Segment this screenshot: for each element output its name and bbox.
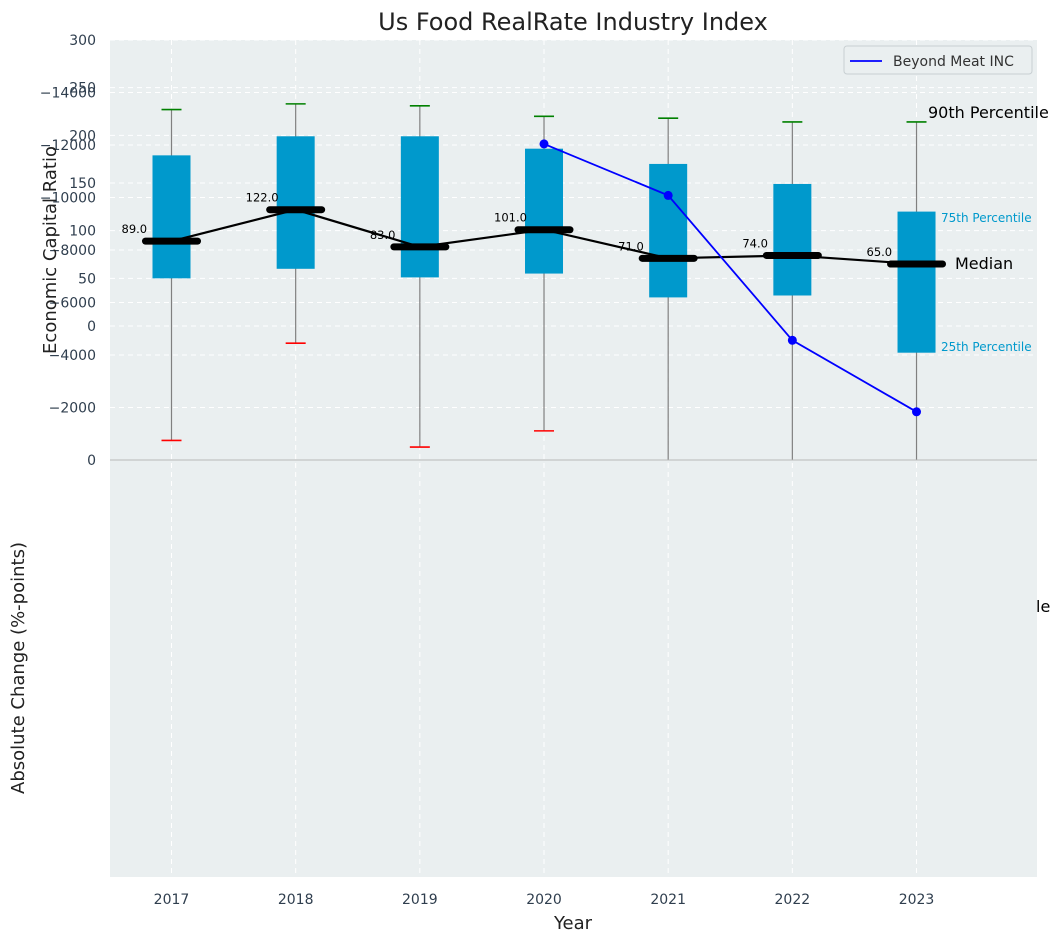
- upper-y-tick-label: 250: [69, 81, 96, 97]
- lower-y-tick-label: −4000: [49, 348, 96, 364]
- upper-y-tick-label: 0: [87, 319, 96, 335]
- legend: Beyond Meat INC: [843, 45, 1033, 75]
- upper-y-tick-label: 150: [69, 176, 96, 192]
- x-tick-label: 2021: [650, 892, 686, 908]
- lower-plot-background: [110, 460, 1037, 877]
- lower-y-tick-label: −10000: [40, 191, 96, 207]
- x-tick-label: 2017: [154, 892, 190, 908]
- axes: 0 50 100 150 200 250 300 0 −2000 −4000 −6000 −8000 −…: [40, 33, 1037, 908]
- box-2017: [152, 155, 191, 279]
- upper-y-tick-label: 50: [78, 271, 96, 287]
- box-2021: [649, 163, 688, 298]
- box-2019: [400, 136, 439, 278]
- box-2022: [773, 183, 812, 296]
- lower-y-tick-label: −12000: [40, 138, 96, 154]
- x-tick-label: 2019: [402, 892, 438, 908]
- median-label: 89.0: [122, 222, 148, 236]
- annotation-clipped: le: [1036, 597, 1050, 616]
- x-tick-label: 2022: [775, 892, 811, 908]
- x-tick-label: 2020: [526, 892, 562, 908]
- box-2020: [525, 148, 564, 274]
- upper-plot: 89.0 122.0 83.0 101.0 71.0 74.0 65.0: [122, 103, 947, 460]
- upper-y-tick-label: 200: [69, 128, 96, 144]
- median-label: 122.0: [246, 191, 279, 205]
- x-axis-label: Year: [553, 913, 593, 934]
- median-label: 71.0: [618, 239, 644, 253]
- box-2018: [276, 136, 315, 269]
- series-point-beyond-meat: [539, 139, 549, 149]
- legend-box: [843, 45, 1033, 75]
- upper-y-tick-label: 100: [69, 224, 96, 240]
- median-label: 65.0: [867, 245, 893, 259]
- series-line-beyond-meat: [543, 143, 917, 413]
- lower-y-axis-label: Absolute Change (%-points): [8, 542, 29, 794]
- chart-title: Us Food RealRate Industry Index: [378, 8, 768, 36]
- series-point-beyond-meat: [787, 335, 797, 345]
- median-label: 101.0: [494, 211, 527, 225]
- lower-y-tick-label: −14000: [40, 86, 96, 102]
- lower-y-tick-label: −6000: [49, 296, 96, 312]
- lower-y-tick-label: −8000: [49, 243, 96, 259]
- series-point-beyond-meat: [663, 190, 673, 200]
- x-tick-label: 2018: [278, 892, 314, 908]
- lower-y-tick-label: −2000: [49, 401, 96, 417]
- upper-y-axis-label: Economic Capital Ratio: [40, 146, 61, 354]
- annotation-90th-percentile: 90th Percentile: [928, 103, 1049, 122]
- lower-y-tick-label: 0: [87, 453, 96, 469]
- annotation-median: Median: [955, 254, 1013, 273]
- series-point-beyond-meat: [912, 407, 922, 417]
- median-label: 74.0: [742, 236, 768, 250]
- median-label: 83.0: [370, 228, 396, 242]
- upper-y-tick-label: 300: [69, 33, 96, 49]
- box-2023: [897, 211, 936, 353]
- x-tick-label: 2023: [899, 892, 935, 908]
- legend-label-beyond-meat: Beyond Meat INC: [893, 54, 1014, 70]
- annotation-25th-percentile: 25th Percentile: [941, 340, 1032, 354]
- annotation-75th-percentile: 75th Percentile: [941, 211, 1032, 225]
